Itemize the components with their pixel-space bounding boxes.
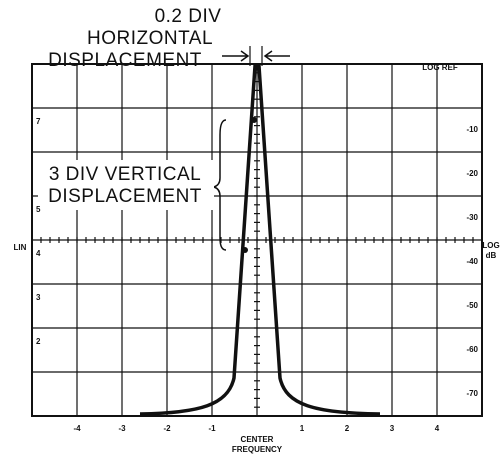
bottom-label: -1: [208, 424, 216, 433]
vertical-note: 3 DIV VERTICAL: [49, 164, 201, 185]
note-background: [38, 160, 214, 210]
center-label: CENTER: [241, 435, 274, 444]
marker-dot: [242, 247, 248, 253]
arrow-right: [222, 50, 250, 62]
brace: [211, 119, 227, 251]
graticule: [31, 63, 483, 417]
marker-dot: [251, 117, 257, 123]
left-label: 5: [36, 205, 41, 214]
right-label: -70: [466, 389, 478, 398]
bottom-label: -2: [163, 424, 171, 433]
left-label: 3: [36, 293, 41, 302]
right-label: -10: [466, 125, 478, 134]
right-label: -20: [466, 169, 478, 178]
left-label: 2: [36, 337, 41, 346]
right-title: LOG: [482, 241, 499, 250]
left-label: 4: [36, 249, 41, 258]
header-line: DISPLACEMENT: [48, 50, 202, 71]
bottom-label: 2: [345, 424, 350, 433]
vertical-note: DISPLACEMENT: [48, 186, 202, 207]
log-ref: LOG REF: [422, 63, 458, 72]
bottom-label: 3: [390, 424, 395, 433]
right-label: -60: [466, 345, 478, 354]
graticule-border: [31, 63, 483, 417]
right-label: -30: [466, 213, 478, 222]
right-label: -40: [466, 257, 478, 266]
response-curve: [139, 64, 381, 416]
axis-labels: 7 5 4 3 2 -10 -20 -30 -40 -50 -60 -70 -4 -3 -2 -1 1 2 3 4: [36, 117, 479, 433]
header-line: 0.2 DIV: [155, 6, 222, 27]
arrow-left: [263, 50, 290, 62]
right-label: -50: [466, 301, 478, 310]
center-label: FREQUENCY: [232, 445, 283, 454]
left-title: LIN: [14, 243, 27, 252]
right-title: dB: [486, 251, 497, 260]
bottom-label: 4: [435, 424, 440, 433]
left-label: 7: [36, 117, 41, 126]
bottom-label: 1: [300, 424, 305, 433]
header-line: HORIZONTAL: [87, 28, 213, 49]
bottom-label: -3: [118, 424, 126, 433]
bottom-label: -4: [73, 424, 81, 433]
